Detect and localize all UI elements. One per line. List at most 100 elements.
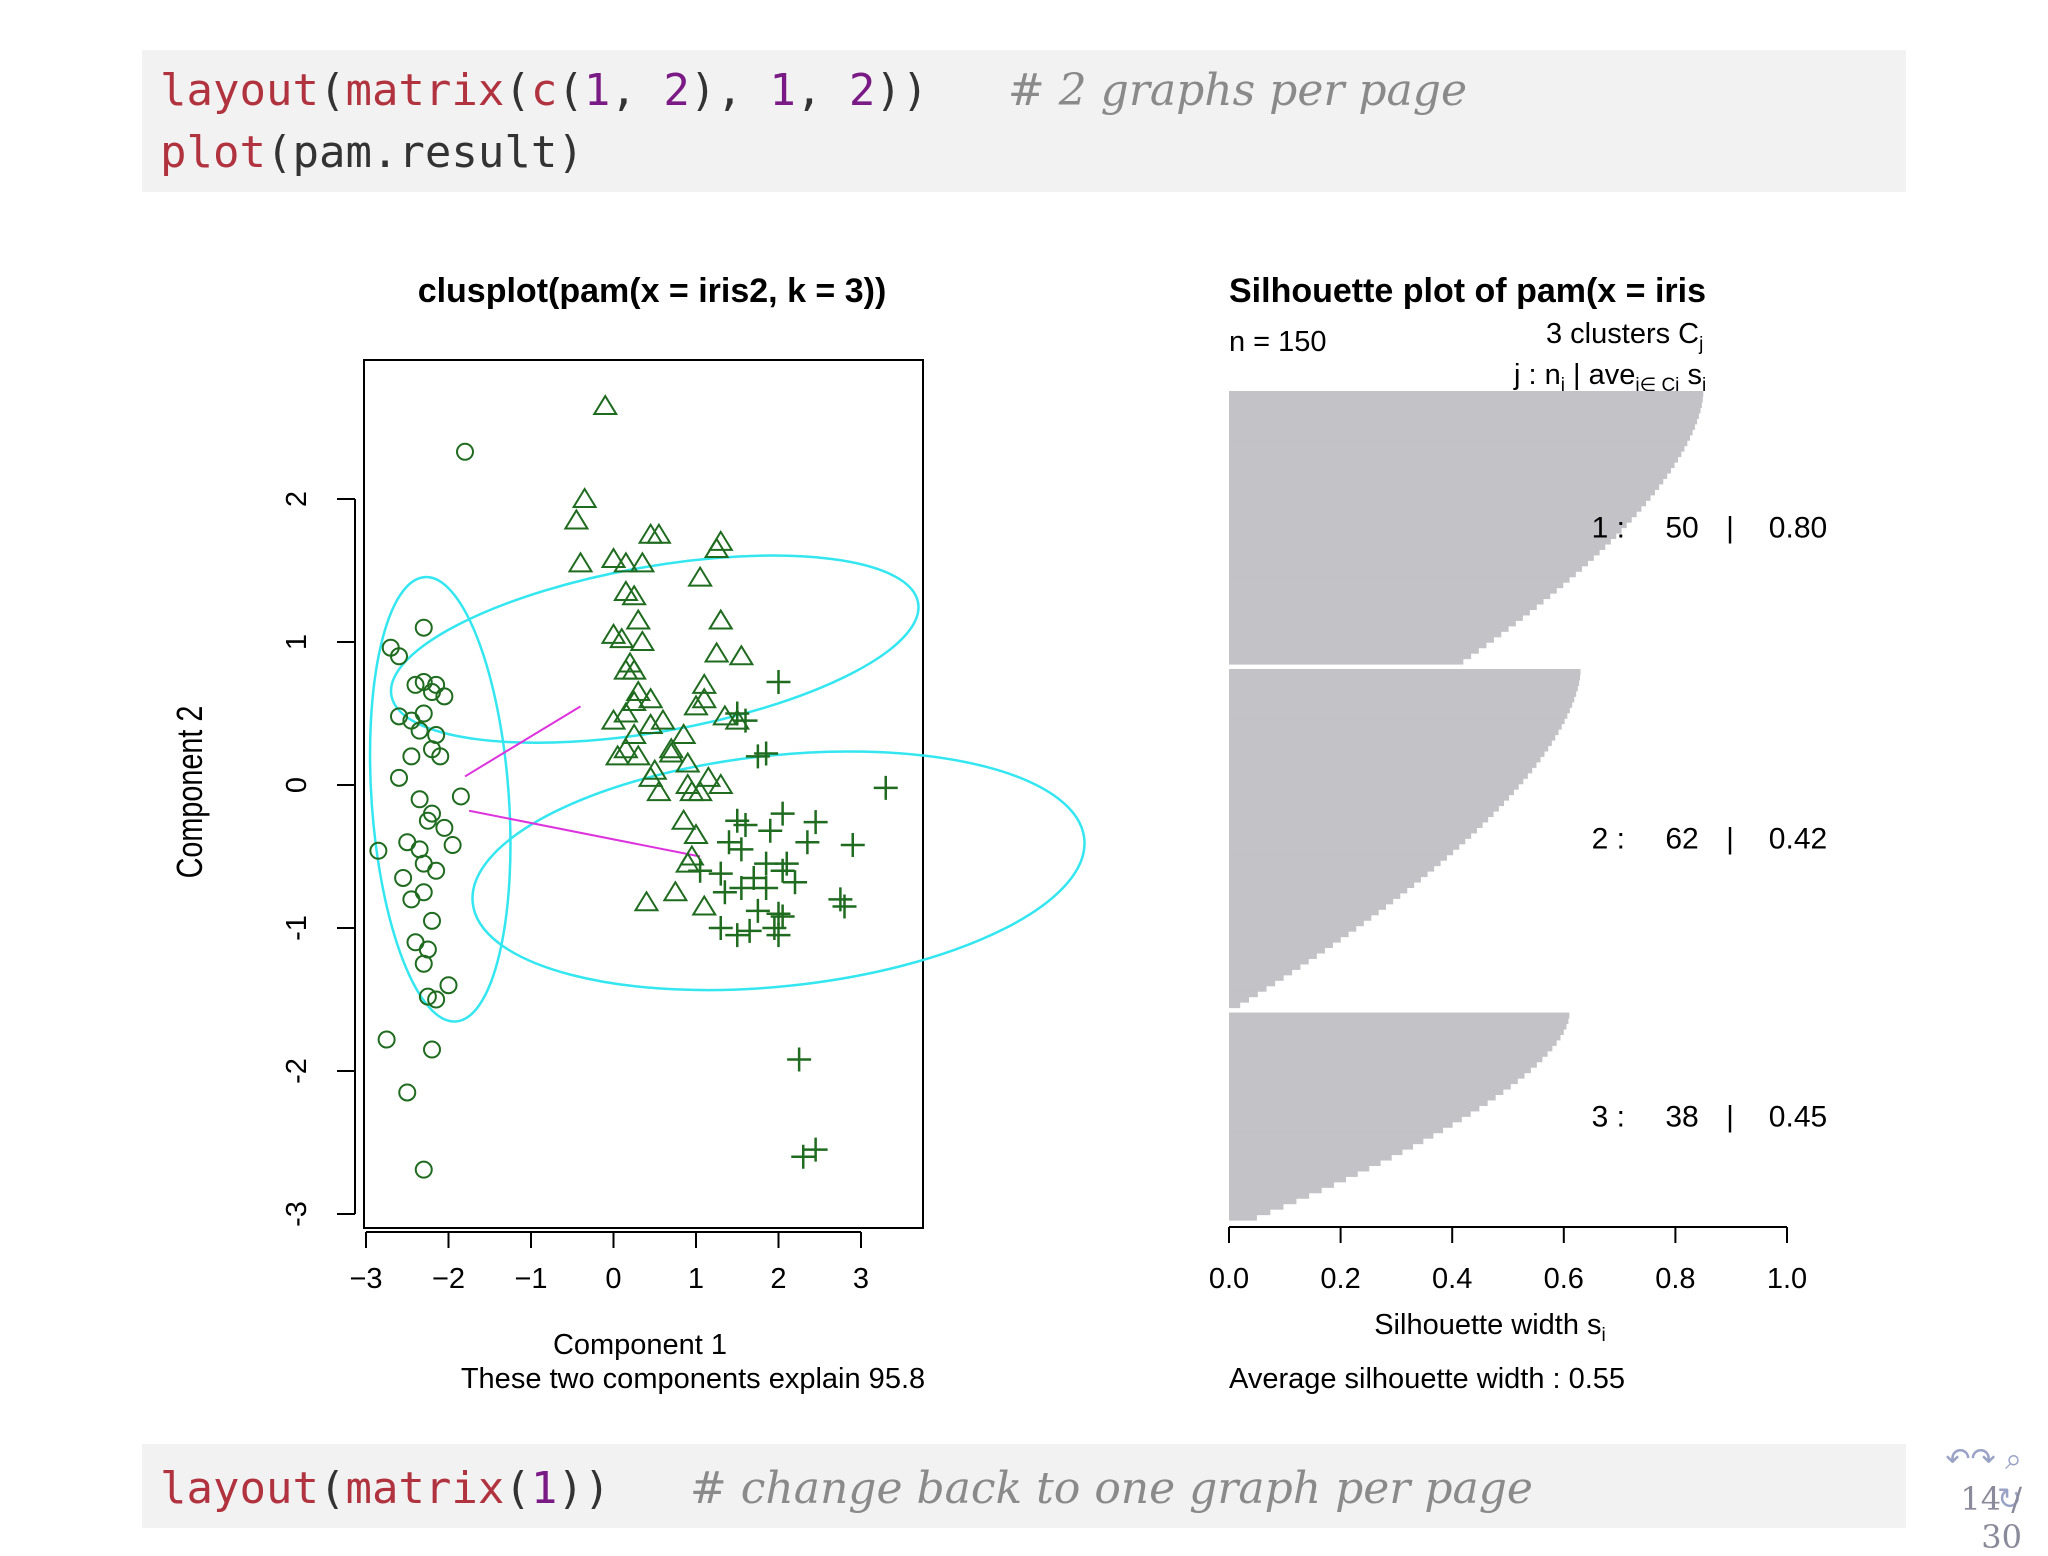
point-triangle bbox=[604, 744, 631, 766]
silhouette-bar bbox=[1229, 1072, 1525, 1079]
silhouette-bar bbox=[1229, 1061, 1537, 1068]
code-number: 2 bbox=[663, 65, 690, 116]
point-plus bbox=[770, 858, 795, 883]
point-triangle bbox=[613, 701, 639, 723]
point-circle bbox=[390, 647, 408, 666]
silhouette-average-width: Average silhouette width : 0.55 bbox=[1229, 1363, 1625, 1395]
point-circle bbox=[402, 747, 421, 766]
silhouette-bar bbox=[1229, 827, 1477, 834]
silhouette-bar bbox=[1229, 947, 1325, 954]
point-circle bbox=[390, 707, 408, 726]
point-triangle bbox=[567, 551, 594, 573]
silhouette-bar bbox=[1229, 483, 1660, 490]
point-triangle bbox=[613, 737, 639, 759]
y-tick-label: 0 bbox=[281, 777, 313, 793]
silhouette-bar bbox=[1229, 696, 1575, 703]
point-plus bbox=[766, 901, 791, 926]
silhouette-bar bbox=[1229, 642, 1487, 649]
point-plus bbox=[832, 894, 857, 919]
point-triangle bbox=[629, 630, 656, 651]
code-punct: ( bbox=[557, 65, 584, 116]
silhouette-bar bbox=[1229, 472, 1668, 479]
silhouette-x-axis: 0.0 0.2 0.4 0.6 0.8 1.0 bbox=[1209, 1226, 1807, 1295]
silhouette-bar bbox=[1229, 936, 1341, 943]
point-plus bbox=[873, 775, 898, 800]
silhouette-bar bbox=[1229, 800, 1505, 807]
silhouette-bar bbox=[1229, 565, 1582, 572]
silhouette-bar bbox=[1229, 1116, 1462, 1123]
silhouette-bar bbox=[1229, 625, 1509, 632]
point-plus bbox=[729, 837, 754, 862]
point-plus bbox=[766, 923, 791, 948]
point-triangle bbox=[625, 608, 652, 630]
silhouette-bar bbox=[1229, 516, 1632, 523]
silhouette-bar bbox=[1229, 636, 1494, 643]
point-triangle bbox=[674, 751, 701, 773]
point-circle bbox=[410, 721, 429, 740]
silhouette-bar bbox=[1229, 609, 1530, 616]
nav-arrows-icon[interactable]: ↶↷ ⌕ ↻ bbox=[1945, 1442, 2022, 1517]
clusplot-plot-frame bbox=[363, 359, 924, 1229]
silhouette-bar bbox=[1229, 1132, 1434, 1139]
silhouette-bar bbox=[1229, 1067, 1531, 1074]
silhouette-bar bbox=[1229, 1170, 1358, 1177]
silhouette-bar bbox=[1229, 440, 1688, 447]
silhouette-bar bbox=[1229, 1181, 1334, 1188]
cluster-label-j: 3 : bbox=[1592, 1100, 1625, 1133]
silhouette-bar bbox=[1229, 653, 1472, 660]
silhouette-bar bbox=[1229, 669, 1581, 676]
silhouette-bar bbox=[1229, 467, 1671, 474]
silhouette-bar bbox=[1229, 543, 1606, 550]
cluster-points bbox=[369, 394, 898, 1179]
point-plus bbox=[787, 1047, 812, 1072]
point-circle bbox=[394, 868, 413, 887]
silhouette-bar bbox=[1229, 750, 1545, 757]
silhouette-bar bbox=[1229, 505, 1642, 512]
code-punct: , bbox=[795, 65, 849, 116]
cluster-label-ave: 0.80 bbox=[1769, 512, 1827, 545]
code-punct: ( bbox=[504, 65, 531, 116]
code-punct: )) bbox=[875, 65, 929, 116]
silhouette-bar bbox=[1229, 996, 1250, 1003]
point-plus bbox=[754, 741, 779, 766]
silhouette-header-columns: j : nj | avei∈ Cj si bbox=[1513, 359, 1706, 396]
silhouette-bar bbox=[1229, 1138, 1424, 1145]
point-circle bbox=[427, 861, 446, 880]
point-circle bbox=[456, 442, 474, 461]
silhouette-bar bbox=[1229, 461, 1675, 469]
silhouette-bar bbox=[1229, 1143, 1414, 1150]
silhouette-bar bbox=[1229, 794, 1510, 801]
point-triangle bbox=[712, 704, 738, 726]
code-number: 1 bbox=[583, 65, 611, 116]
code-punct: ), bbox=[689, 65, 770, 116]
silhouette-bar bbox=[1229, 603, 1537, 610]
point-plus bbox=[828, 887, 853, 912]
silhouette-bar bbox=[1229, 571, 1576, 578]
x-tick-label: 0 bbox=[605, 1263, 621, 1295]
point-circle bbox=[414, 1160, 433, 1179]
silhouette-bar bbox=[1229, 1209, 1271, 1216]
cluster-label-n: 62 bbox=[1665, 822, 1698, 855]
point-triangle bbox=[646, 780, 672, 802]
silhouette-bar bbox=[1229, 871, 1428, 878]
silhouette-bar bbox=[1229, 925, 1357, 932]
silhouette-bar bbox=[1229, 1045, 1553, 1052]
y-tick-label: -3 bbox=[281, 1201, 313, 1227]
point-circle bbox=[427, 725, 446, 744]
y-tick-label: 2 bbox=[281, 491, 313, 507]
point-triangle bbox=[600, 622, 627, 644]
silhouette-bar bbox=[1229, 549, 1600, 556]
silhouette-bar bbox=[1229, 991, 1258, 998]
point-triangle bbox=[563, 508, 590, 530]
silhouette-bar bbox=[1229, 593, 1551, 600]
code-punct: (pam.result) bbox=[265, 127, 584, 178]
point-circle bbox=[398, 833, 417, 852]
silhouette-bar bbox=[1229, 423, 1695, 430]
silhouette-bar bbox=[1229, 701, 1573, 708]
silhouette-bar bbox=[1229, 718, 1565, 725]
point-circle bbox=[414, 954, 433, 973]
silhouette-bar bbox=[1229, 1088, 1504, 1096]
point-triangle bbox=[662, 880, 689, 902]
silhouette-bar bbox=[1229, 560, 1588, 567]
silhouette-bar bbox=[1229, 1056, 1543, 1063]
